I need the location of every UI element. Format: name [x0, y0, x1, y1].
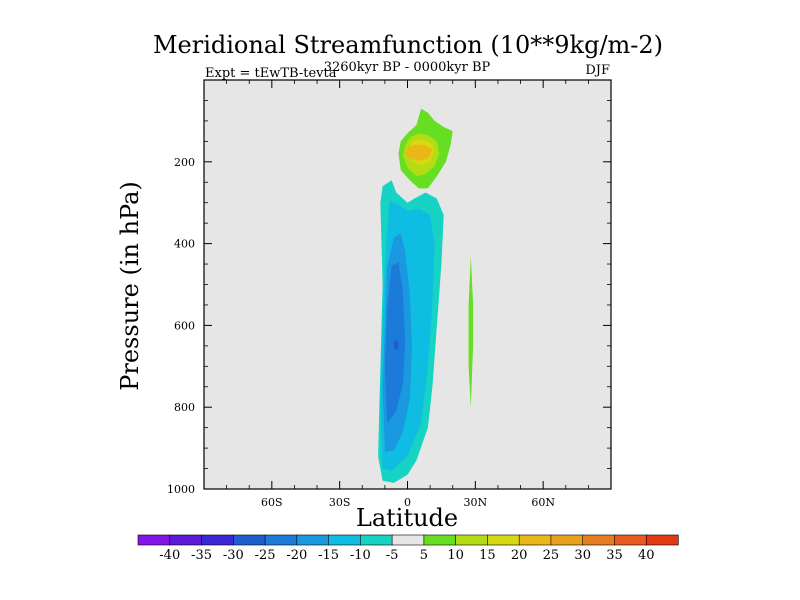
colorbar-level-label: 35 [606, 548, 623, 563]
colorbar-level-label: -35 [191, 548, 212, 563]
y-tick-label: 400 [174, 238, 195, 251]
colorbar-swatch [423, 534, 457, 546]
y-axis-ticks: 200 400 600 800 1000 [167, 156, 611, 496]
upper-positive-cell-level-20 [405, 144, 433, 161]
colorbar-swatch [518, 534, 552, 546]
colorbar-swatch [296, 534, 330, 546]
colorbar-swatch [645, 534, 679, 546]
y-tick-label: 800 [174, 401, 195, 414]
colorbar-swatch [232, 534, 266, 546]
x-axis-label: Latitude [356, 504, 458, 532]
colorbar-level-label: -40 [159, 548, 180, 563]
colorbar-level-label: 25 [543, 548, 560, 563]
x-axis-ticks: 60S 30S 0 30N 60N [226, 80, 589, 509]
colorbar [137, 534, 679, 546]
colorbar-swatch [264, 534, 298, 546]
colorbar-level-label: 30 [574, 548, 591, 563]
x-tick-label: 0 [404, 496, 411, 509]
colorbar-level-label: 5 [420, 548, 428, 563]
y-axis-label: Pressure (in hPa) [116, 181, 144, 391]
y-minor-ticks [204, 100, 611, 469]
colorbar-swatch [582, 534, 616, 546]
colorbar-swatch [328, 534, 361, 546]
colorbar-swatch [201, 534, 234, 546]
colorbar-level-label: -10 [350, 548, 371, 563]
colorbar-labels: -40 -35 -30 -25 -20 -15 -10 -5 5 10 15 20 25 30 35 40 [159, 548, 654, 563]
colorbar-swatch [169, 534, 203, 546]
negative-cell-level-minus25 [393, 340, 399, 350]
colorbar-level-label: -30 [223, 548, 244, 563]
experiment-label: Expt = tEwTB-tevta [205, 66, 337, 81]
x-tick-label: 30S [329, 496, 351, 509]
colorbar-swatch [614, 534, 647, 546]
contour-regions [378, 108, 474, 483]
colorbar-swatch [360, 534, 393, 546]
colorbar-level-label: -20 [286, 548, 307, 563]
y-tick-label: 200 [174, 156, 195, 169]
colorbar-swatch [455, 534, 489, 546]
time-range-label: 3260kyr BP - 0000kyr BP [324, 60, 491, 75]
chart-title: Meridional Streamfunction (10**9kg/m-2) [153, 31, 663, 59]
colorbar-level-label: 20 [511, 548, 528, 563]
x-tick-label: 60N [531, 496, 555, 509]
colorbar-swatch [391, 534, 425, 546]
x-tick-label: 60S [261, 496, 283, 509]
colorbar-level-label: -15 [318, 548, 339, 563]
x-tick-label: 30N [464, 496, 488, 509]
colorbar-level-label: 10 [447, 548, 464, 563]
northern-positive-strip-level-5 [468, 255, 474, 408]
colorbar-level-label: -5 [386, 548, 399, 563]
y-tick-label: 600 [174, 319, 195, 332]
colorbar-swatch [137, 534, 171, 546]
y-tick-label: 1000 [167, 483, 195, 496]
colorbar-level-label: -25 [255, 548, 276, 563]
colorbar-level-label: 40 [638, 548, 655, 563]
colorbar-swatch [550, 534, 584, 546]
season-label: DJF [585, 63, 610, 78]
colorbar-level-label: 15 [479, 548, 496, 563]
colorbar-swatch [487, 534, 520, 546]
